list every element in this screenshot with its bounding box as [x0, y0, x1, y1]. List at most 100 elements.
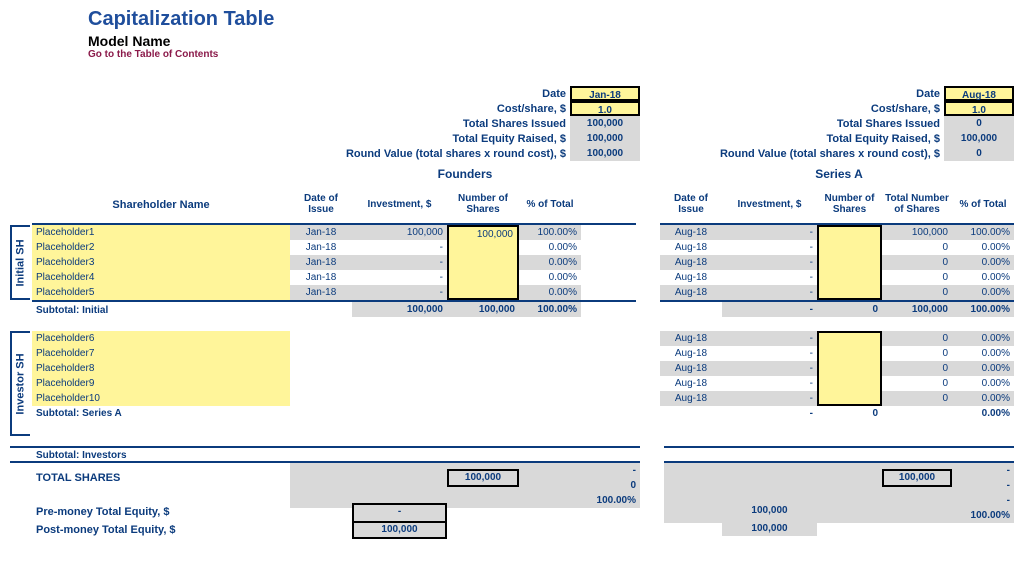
shares-input[interactable] [447, 240, 519, 255]
founders-cost[interactable]: 1.0 [570, 101, 640, 116]
cell: 0 [882, 240, 952, 255]
shares-input[interactable] [817, 346, 882, 361]
subtotal-investors-label: Subtotal: Investors [10, 446, 290, 463]
subtotal-seriesa-label: Subtotal: Series A [32, 406, 290, 421]
cell: - [352, 255, 447, 270]
investor-sh-label: Investor SH [10, 331, 30, 436]
cell: - [722, 225, 817, 240]
cell [290, 448, 640, 463]
shares-input[interactable] [447, 255, 519, 270]
col-header: Date of Issue [290, 193, 352, 215]
shareholder-name[interactable]: Placeholder1 [32, 225, 290, 240]
meta-date-label: Date [916, 88, 944, 100]
founders-meta: DateJan-18 Cost/share, $1.0 Total Shares… [290, 86, 640, 181]
col-header: % of Total [519, 199, 581, 210]
shares-input[interactable]: 100,000 [447, 225, 519, 240]
shares-input[interactable] [817, 255, 882, 270]
cell: 0.00% [952, 376, 1014, 391]
cell: 0.00% [952, 406, 1014, 421]
cell: - [722, 240, 817, 255]
founders-shares-issued: 100,000 [570, 116, 640, 131]
founders-date[interactable]: Jan-18 [570, 86, 640, 101]
cell: - [352, 285, 447, 300]
col-header: Total Number of Shares [882, 193, 952, 215]
cell: 100,000 [447, 302, 519, 317]
cell: Jan-18 [290, 255, 352, 270]
name-column: Shareholder Name Initial SH Placeholder1… [10, 185, 290, 436]
cell: 0.00% [952, 346, 1014, 361]
cell: 0.00% [952, 255, 1014, 270]
seriesa-date[interactable]: Aug-18 [944, 86, 1014, 101]
cell: 0 [882, 361, 952, 376]
cell: 0.00% [519, 255, 581, 270]
cell [660, 302, 722, 317]
seriesa-round-value: 0 [944, 146, 1014, 161]
meta-cost-label: Cost/share, $ [871, 103, 944, 115]
shares-input[interactable] [817, 376, 882, 391]
cell: 0.00% [952, 361, 1014, 376]
shareholder-name[interactable]: Placeholder4 [32, 270, 290, 285]
shareholder-name[interactable]: Placeholder10 [32, 391, 290, 406]
seriesa-title: Series A [664, 167, 1014, 181]
cell: Jan-18 [290, 285, 352, 300]
cell: - [722, 346, 817, 361]
cell: 100.00% [952, 225, 1014, 240]
cell: - [722, 285, 817, 300]
shareholder-name[interactable]: Placeholder7 [32, 346, 290, 361]
cell: Aug-18 [660, 285, 722, 300]
meta-cost-label: Cost/share, $ [497, 103, 570, 115]
shares-input[interactable] [817, 361, 882, 376]
cell: - [722, 406, 817, 421]
shares-input[interactable] [817, 285, 882, 300]
cell: - [722, 361, 817, 376]
founders-grid: Date of Issue Investment, $ Number of Sh… [290, 185, 636, 436]
cell: - [352, 270, 447, 285]
cell: Aug-18 [660, 270, 722, 285]
subtotal-initial-label: Subtotal: Initial [32, 300, 290, 317]
total-shares-label: TOTAL SHARES [10, 472, 290, 484]
toc-link[interactable]: Go to the Table of Contents [88, 49, 1014, 60]
col-header: Investment, $ [352, 199, 447, 210]
cell: 100.00% [519, 225, 581, 240]
cell: 0.00% [952, 240, 1014, 255]
shares-input[interactable] [817, 225, 882, 240]
post-money-founders: 100,000 [352, 521, 447, 539]
shares-input[interactable] [447, 285, 519, 300]
cell [290, 302, 352, 317]
cell: 0 [882, 391, 952, 406]
shares-input[interactable] [817, 240, 882, 255]
cell: - [352, 240, 447, 255]
shares-input[interactable] [447, 270, 519, 285]
cell: Aug-18 [660, 240, 722, 255]
page-title: Capitalization Table [88, 8, 1014, 31]
shareholder-name[interactable]: Placeholder8 [32, 361, 290, 376]
cell: Jan-18 [290, 225, 352, 240]
post-money-label: Post-money Total Equity, $ [10, 524, 290, 536]
seriesa-equity-raised: 100,000 [944, 131, 1014, 146]
shareholder-name[interactable]: Placeholder6 [32, 331, 290, 346]
seriesa-grid: Date of Issue Investment, $ Number of Sh… [660, 185, 1014, 436]
shareholder-name[interactable]: Placeholder2 [32, 240, 290, 255]
cell: Aug-18 [660, 391, 722, 406]
seriesa-cost[interactable]: 1.0 [944, 101, 1014, 116]
pre-money-founders: - [352, 503, 447, 521]
cell: 0.00% [519, 285, 581, 300]
cell: Aug-18 [660, 255, 722, 270]
cell: - [722, 255, 817, 270]
founders-equity-raised: 100,000 [570, 131, 640, 146]
cell: 0 [882, 331, 952, 346]
founders-round-value: 100,000 [570, 146, 640, 161]
shareholder-name[interactable]: Placeholder9 [32, 376, 290, 391]
cell: 0.00% [952, 331, 1014, 346]
cell: - [722, 391, 817, 406]
shares-input[interactable] [817, 331, 882, 346]
cell: 0.00% [952, 285, 1014, 300]
shares-input[interactable] [817, 391, 882, 406]
cell: 0 [882, 376, 952, 391]
shares-input[interactable] [817, 270, 882, 285]
cell: Aug-18 [660, 331, 722, 346]
cell: 100.00% [519, 302, 581, 317]
shareholder-name[interactable]: Placeholder3 [32, 255, 290, 270]
shareholder-name[interactable]: Placeholder5 [32, 285, 290, 300]
cell: Jan-18 [290, 270, 352, 285]
